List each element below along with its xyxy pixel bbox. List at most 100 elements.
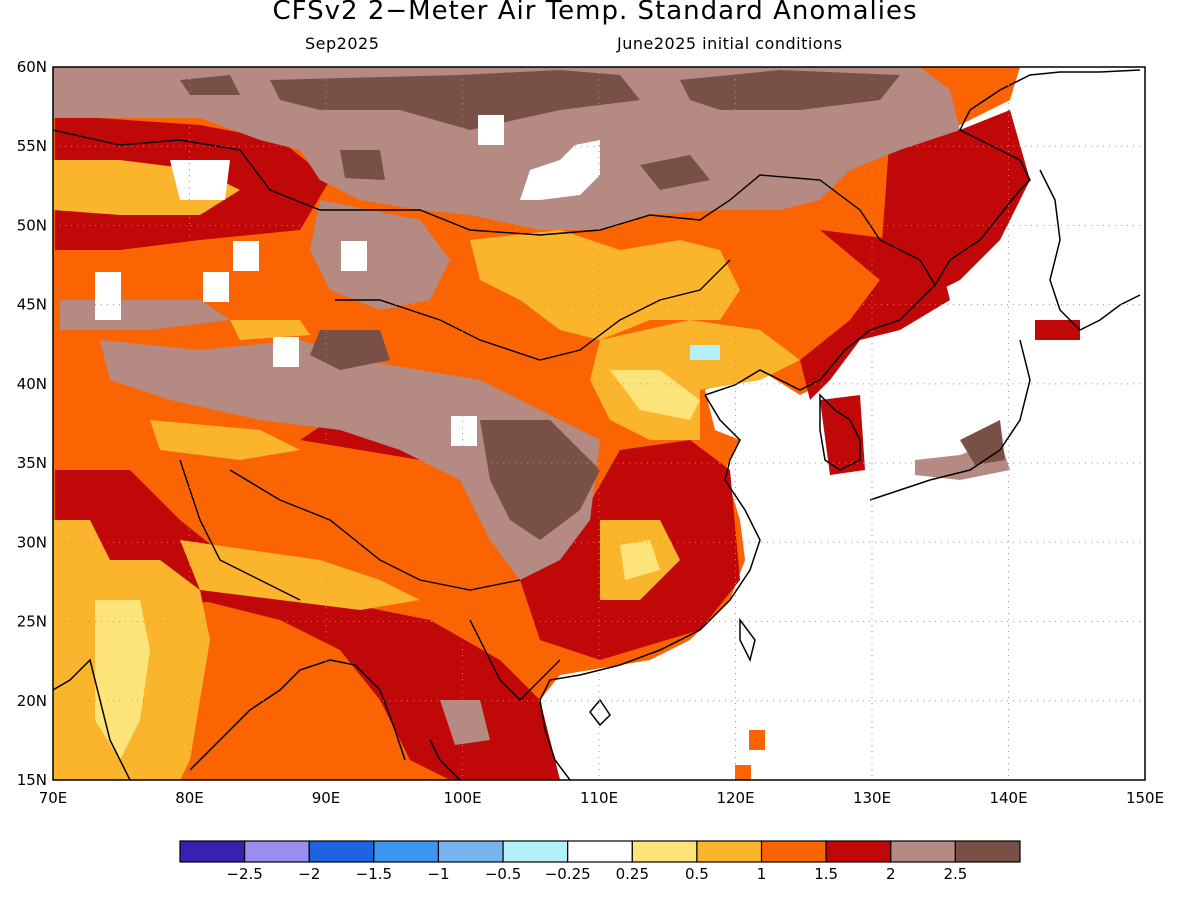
field-white-northwest bbox=[170, 160, 230, 200]
colorbar-label: 2 bbox=[886, 865, 896, 883]
coast-taiwan bbox=[739, 617, 756, 663]
coast-gulf-of-thailand bbox=[429, 739, 461, 780]
plot-frame bbox=[52, 66, 1146, 781]
lat-tick-label: 40N bbox=[17, 375, 47, 393]
coast-northeast bbox=[704, 69, 1141, 396]
latitude-axis: 15N 20N 25N 30N 35N 40N 45N 50N 55N 60N bbox=[17, 58, 47, 789]
colorbar-swatch bbox=[437, 840, 504, 863]
field-lightyellow-india bbox=[95, 600, 150, 760]
lat-tick-label: 35N bbox=[17, 454, 47, 472]
colorbar-swatch bbox=[825, 840, 892, 863]
lon-tick-label: 130E bbox=[853, 789, 891, 807]
field-lightyellow-2 bbox=[620, 540, 660, 580]
colorbar-swatch bbox=[179, 840, 246, 863]
coast-korea bbox=[819, 393, 861, 471]
mask-cell-5 bbox=[95, 272, 121, 320]
colorbar-label: 1 bbox=[757, 865, 767, 883]
field-darkbrown-5 bbox=[340, 150, 385, 180]
mask-cell-2 bbox=[341, 241, 367, 271]
lon-tick-label: 140E bbox=[989, 789, 1027, 807]
lat-tick-label: 25N bbox=[17, 613, 47, 631]
field-yellow-himalaya bbox=[180, 540, 420, 610]
colorbar-label: −1.5 bbox=[356, 865, 392, 883]
border-russia bbox=[53, 129, 936, 286]
field-brown-tibet bbox=[100, 340, 600, 580]
initial-conditions: June2025 initial conditions bbox=[617, 34, 843, 53]
lat-tick-label: 60N bbox=[17, 58, 47, 76]
border-mongolia-south bbox=[335, 259, 731, 361]
lat-tick-label: 55N bbox=[17, 137, 47, 155]
lon-tick-label: 150E bbox=[1126, 789, 1164, 807]
lat-tick-label: 45N bbox=[17, 296, 47, 314]
field-brown-mongolia-west bbox=[310, 200, 450, 310]
field-taiwan bbox=[749, 730, 765, 750]
coast-bay-of-bengal bbox=[189, 659, 406, 771]
colorbar-swatch bbox=[373, 840, 440, 863]
borders bbox=[53, 129, 936, 701]
mask-cell-3 bbox=[273, 337, 299, 367]
field-yellow-inner-mongolia bbox=[470, 230, 740, 340]
colorbar-swatch bbox=[502, 840, 569, 863]
mask-cell-7 bbox=[233, 241, 259, 271]
grid-lines bbox=[53, 67, 1145, 780]
field-darkbrown-6 bbox=[480, 420, 600, 540]
field-luzon bbox=[735, 765, 751, 780]
colorbar-swatch bbox=[244, 840, 310, 863]
coast-japan bbox=[869, 339, 1031, 501]
field-lightblue-pocket bbox=[690, 345, 720, 360]
colorbar-label: −1 bbox=[427, 865, 449, 883]
colorbar-label: 2.5 bbox=[943, 865, 967, 883]
colorbar-label: 0.5 bbox=[685, 865, 709, 883]
field-brown-thailand bbox=[440, 700, 490, 745]
lon-tick-label: 120E bbox=[716, 789, 754, 807]
colorbar-swatch bbox=[954, 840, 1021, 863]
coastlines bbox=[53, 69, 1141, 780]
colorbar-swatch bbox=[308, 840, 375, 863]
colorbar-swatch bbox=[567, 840, 633, 863]
mask-baikal bbox=[520, 140, 600, 200]
colorbar bbox=[179, 840, 1021, 863]
field-red-korea bbox=[820, 395, 865, 475]
field-darkbrown-1 bbox=[180, 75, 240, 95]
field-darkbrown-7 bbox=[310, 330, 390, 370]
lon-tick-label: 80E bbox=[175, 789, 204, 807]
coast-sakhalin-hokkaido bbox=[1039, 169, 1141, 331]
colorbar-swatch bbox=[696, 840, 763, 863]
forecast-month: Sep2025 bbox=[305, 34, 380, 53]
colorbar-label: −0.5 bbox=[485, 865, 521, 883]
colorbar-label: 1.5 bbox=[814, 865, 838, 883]
lat-tick-label: 30N bbox=[17, 533, 47, 551]
colorbar-labels: −2.5 −2 −1.5 −1 −0.5 −0.25 0.25 0.5 1 1.5 2 2.5 bbox=[226, 865, 967, 883]
coast-hainan bbox=[589, 698, 611, 727]
colorbar-swatch bbox=[760, 840, 827, 863]
lat-tick-label: 50N bbox=[17, 216, 47, 234]
lon-tick-label: 100E bbox=[443, 789, 481, 807]
mask-cell-4 bbox=[451, 416, 477, 446]
colorbar-swatch bbox=[631, 840, 698, 863]
border-kashmir bbox=[179, 459, 301, 601]
colorbar-label: 0.25 bbox=[616, 865, 649, 883]
colorbar-label: −2 bbox=[298, 865, 320, 883]
field-yellow-kunlun bbox=[150, 420, 300, 460]
border-tibet-south bbox=[229, 469, 521, 591]
lat-tick-label: 15N bbox=[17, 771, 47, 789]
mask-cell-6 bbox=[203, 272, 229, 302]
field-lightyellow-1 bbox=[610, 370, 700, 420]
lon-tick-label: 90E bbox=[312, 789, 341, 807]
colorbar-label: −0.25 bbox=[545, 865, 591, 883]
lon-tick-label: 110E bbox=[580, 789, 618, 807]
lat-tick-label: 20N bbox=[17, 692, 47, 710]
field-hokkaido-red bbox=[1035, 320, 1080, 340]
longitude-axis: 70E 80E 90E 100E 110E 120E 130E 140E 150E bbox=[39, 789, 1164, 807]
border-indochina bbox=[469, 619, 561, 701]
anomaly-field bbox=[53, 67, 1145, 780]
lon-tick-label: 70E bbox=[39, 789, 68, 807]
colorbar-swatch bbox=[890, 840, 956, 863]
colorbar-label: −2.5 bbox=[226, 865, 262, 883]
mask-cell-1 bbox=[478, 115, 504, 145]
field-darkbrown-4 bbox=[640, 155, 710, 190]
field-darkbrown-2 bbox=[270, 70, 640, 130]
field-red-northeast bbox=[880, 110, 1030, 300]
coast-china-south bbox=[539, 394, 761, 780]
